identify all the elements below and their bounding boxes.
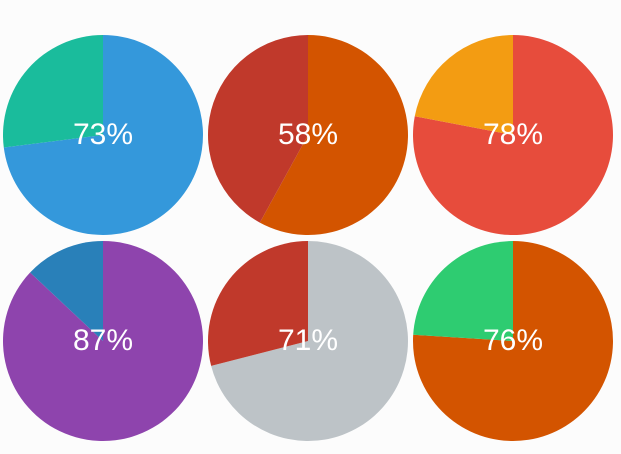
pie-slice [30, 241, 104, 341]
pie-slice [208, 241, 308, 366]
pie-slice [414, 35, 513, 135]
pie-label: 78% [483, 118, 543, 151]
pie-slice [413, 241, 513, 341]
pie-slice [208, 35, 308, 223]
pie-slice [259, 35, 409, 235]
pie-label: 58% [278, 118, 338, 151]
pie-label: 87% [73, 324, 133, 357]
pie-label: 71% [278, 324, 338, 357]
pie-label: 73% [73, 118, 133, 151]
pie-slice [211, 241, 408, 441]
pie-slice [3, 35, 204, 235]
pie-slice [2, 241, 204, 441]
pie-label: 76% [483, 324, 543, 357]
pie-slice [2, 35, 103, 148]
